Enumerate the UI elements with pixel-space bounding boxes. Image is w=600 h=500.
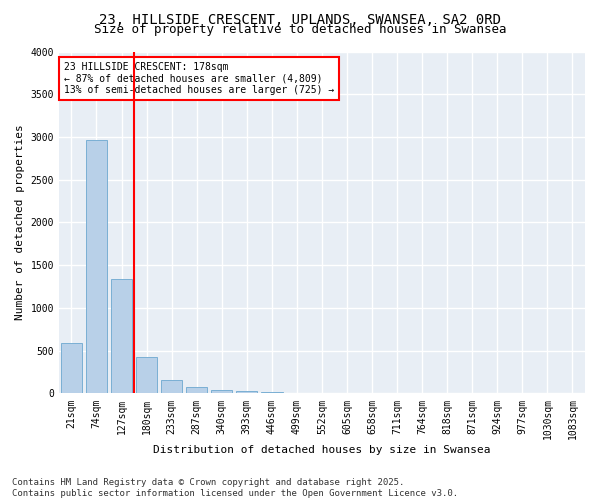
Bar: [211, 390, 232, 394]
Text: Size of property relative to detached houses in Swansea: Size of property relative to detached ho…: [94, 22, 506, 36]
Bar: [186, 387, 208, 394]
Y-axis label: Number of detached properties: Number of detached properties: [15, 124, 25, 320]
Bar: [111, 279, 132, 394]
Bar: [136, 356, 157, 394]
X-axis label: Distribution of detached houses by size in Swansea: Distribution of detached houses by size …: [153, 445, 491, 455]
Bar: [236, 391, 257, 394]
Bar: [161, 380, 182, 394]
Text: 23 HILLSIDE CRESCENT: 178sqm
← 87% of detached houses are smaller (4,809)
13% of: 23 HILLSIDE CRESCENT: 178sqm ← 87% of de…: [64, 62, 334, 95]
Text: 23, HILLSIDE CRESCENT, UPLANDS, SWANSEA, SA2 0RD: 23, HILLSIDE CRESCENT, UPLANDS, SWANSEA,…: [99, 12, 501, 26]
Bar: [61, 343, 82, 394]
Bar: [86, 140, 107, 394]
Text: Contains HM Land Registry data © Crown copyright and database right 2025.
Contai: Contains HM Land Registry data © Crown c…: [12, 478, 458, 498]
Bar: [261, 392, 283, 394]
